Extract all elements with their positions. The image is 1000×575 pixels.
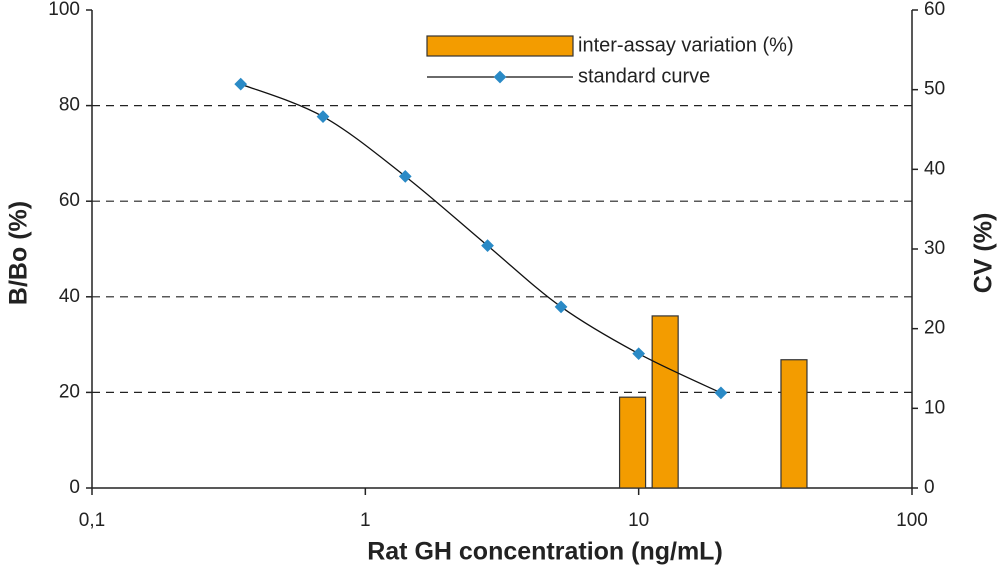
curve-marker xyxy=(714,386,728,400)
legend-label: standard curve xyxy=(578,65,710,87)
bar xyxy=(780,359,808,489)
y-tick-label: 80 xyxy=(59,95,80,116)
bar xyxy=(618,396,647,489)
y-axis-title: B/Bo (%) xyxy=(5,201,33,305)
y2-tick-label: 30 xyxy=(924,238,945,259)
y2-tick-label: 40 xyxy=(924,158,945,179)
bar xyxy=(651,315,679,489)
curve-marker xyxy=(481,239,494,253)
x-tick-label: 100 xyxy=(896,510,928,531)
y2-tick-label: 50 xyxy=(924,79,945,100)
x-tick-label: 10 xyxy=(628,510,649,531)
curve-marker xyxy=(398,169,412,183)
curve-marker xyxy=(632,347,646,361)
y-tick-label: 60 xyxy=(59,190,80,211)
y2-tick-label: 10 xyxy=(924,397,945,418)
y-tick-label: 0 xyxy=(69,477,80,498)
y2-tick-label: 0 xyxy=(924,477,935,498)
legend-swatch xyxy=(426,35,574,57)
x-axis-title: Rat GH concentration (ng/mL) xyxy=(367,538,723,566)
y-tick-label: 100 xyxy=(48,0,80,20)
x-tick-label: 0,1 xyxy=(79,510,105,531)
y2-tick-label: 20 xyxy=(924,318,945,339)
x-tick-label: 1 xyxy=(360,510,371,531)
curve-marker xyxy=(234,77,248,91)
y2-axis-title: CV (%) xyxy=(970,213,998,294)
curve-marker xyxy=(554,300,568,314)
curve-marker xyxy=(316,110,330,123)
curve-line xyxy=(240,83,722,394)
legend-marker xyxy=(493,70,507,84)
y-tick-label: 20 xyxy=(59,381,80,402)
y-tick-label: 40 xyxy=(59,286,80,307)
y2-tick-label: 60 xyxy=(924,0,945,20)
legend-label: inter-assay variation (%) xyxy=(578,34,794,56)
